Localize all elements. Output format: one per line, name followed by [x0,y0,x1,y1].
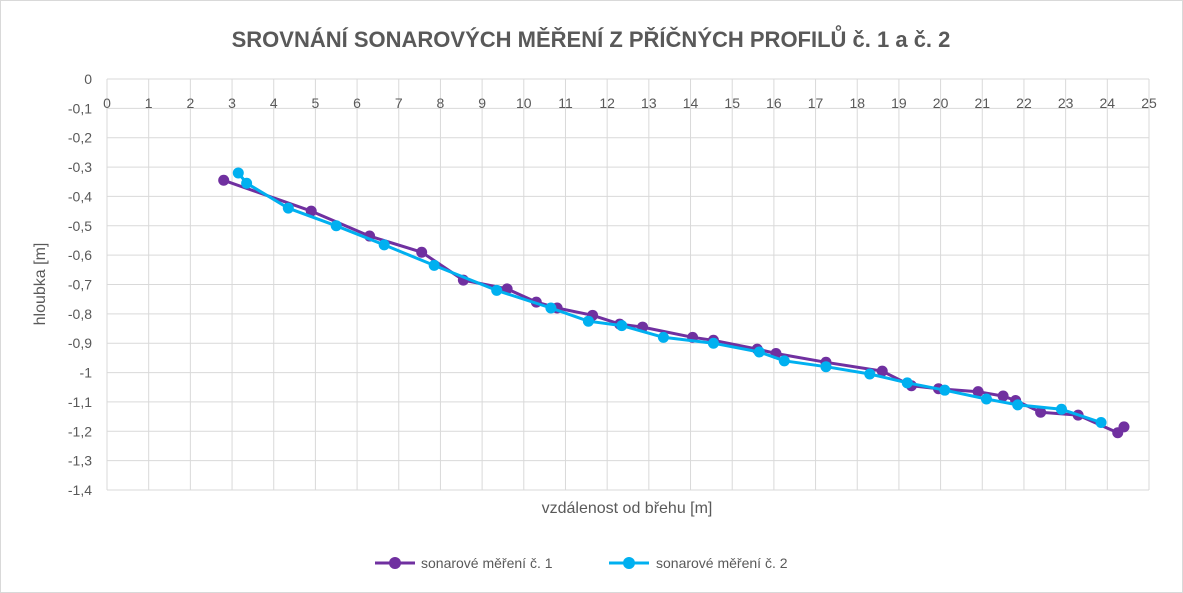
x-tick-label: 19 [891,95,907,111]
series-2-point [753,346,765,358]
y-tick-label: -0,8 [68,306,92,322]
series-2-line [237,171,1102,424]
legend-label-series-2: sonarové měření č. 2 [656,555,788,571]
series-2-point [820,361,832,373]
legend-marker-series-2 [623,557,635,569]
series-layer [218,167,1130,439]
y-tick-label: -0,3 [68,159,92,175]
series-1-point [972,386,984,398]
series-2-point [616,320,628,332]
legend: sonarové měření č. 1 sonarové měření č. … [375,555,788,571]
x-tick-label: 8 [437,95,445,111]
y-axis-title: hloubka [m] [32,243,49,326]
x-tick-label: 18 [849,95,865,111]
x-tick-label: 11 [558,95,573,111]
series-1-point [1035,406,1047,418]
gridlines [106,78,1150,491]
y-tick-label: -1,3 [68,453,92,469]
series-2-point [901,377,913,389]
series-2-point [282,202,294,214]
y-tick-label: -0,6 [68,247,92,263]
x-tick-label: 22 [1016,95,1032,111]
series-1-point [1118,421,1130,433]
x-tick-label: 6 [353,95,361,111]
series-2-point [545,302,557,314]
y-tick-label: -0,4 [68,188,92,204]
x-tick-label: 20 [933,95,949,111]
x-tick-label: 14 [683,95,699,111]
y-axis-ticks: 0 -0,1 -0,2 -0,3 -0,4 -0,5 -0,6 -0,7 -0,8 -0,9 -1 -… [68,71,92,498]
x-tick-label: 12 [599,95,615,111]
series-2-point [980,393,992,405]
series-1-point [218,174,230,186]
series-2 [232,167,1107,428]
y-tick-label: -0,5 [68,218,92,234]
series-2-point [428,259,440,271]
x-tick-label: 2 [186,95,194,111]
x-tick-label: 10 [516,95,532,111]
x-tick-label: 1 [145,95,153,111]
x-tick-label: 15 [724,95,740,111]
series-1-point [416,246,428,258]
y-tick-label: -1,2 [68,423,92,439]
legend-label-series-1: sonarové měření č. 1 [421,555,553,571]
x-tick-label: 7 [395,95,403,111]
series-2-point [232,167,244,179]
series-2-point [939,384,951,396]
x-tick-label: 9 [478,95,486,111]
x-tick-label: 21 [974,95,990,111]
y-tick-label: 0 [84,71,92,87]
x-tick-label: 23 [1058,95,1074,111]
x-tick-label: 24 [1100,95,1116,111]
x-tick-label: 13 [641,95,657,111]
x-tick-label: 16 [766,95,782,111]
series-2-point [582,315,594,327]
y-tick-label: -0,7 [68,277,92,293]
series-2-point [657,331,669,343]
y-tick-label: -1,4 [68,482,92,498]
x-tick-label: 4 [270,95,278,111]
x-axis-ticks: 0 1 2 3 4 5 6 7 8 9 10 11 12 13 14 15 16 17 18 19 20 21 22 23 24… [103,95,1157,111]
x-tick-label: 3 [228,95,236,111]
series-2-point [330,220,342,232]
series-2-point [707,337,719,349]
series-1-point [876,365,888,377]
x-tick-label: 0 [103,95,111,111]
series-2-point [378,239,390,251]
series-2-point [491,284,503,296]
y-tick-label: -1 [80,365,93,381]
x-tick-label: 25 [1141,95,1157,111]
series-2-point [778,355,790,367]
chart-title: SROVNÁNÍ SONAROVÝCH MĚŘENÍ Z PŘÍČNÝCH PR… [232,24,951,52]
series-2-point [1095,416,1107,428]
series-1-point [305,205,317,217]
x-tick-label: 5 [312,95,320,111]
x-axis-title: vzdálenost od břehu [m] [542,500,713,517]
y-tick-label: -1,1 [68,394,92,410]
y-tick-label: -0,9 [68,335,92,351]
series-2-point [1012,399,1024,411]
legend-item-series-2: sonarové měření č. 2 [609,555,788,571]
legend-marker-series-1 [389,557,401,569]
x-tick-label: 17 [808,95,824,111]
series-2-point [241,177,253,189]
y-tick-label: -0,2 [68,130,92,146]
series-2-point [1055,403,1067,415]
legend-item-series-1: sonarové měření č. 1 [375,555,553,571]
series-1-point [997,390,1009,402]
y-tick-label: -0,1 [68,100,92,116]
series-2-point [864,368,876,380]
